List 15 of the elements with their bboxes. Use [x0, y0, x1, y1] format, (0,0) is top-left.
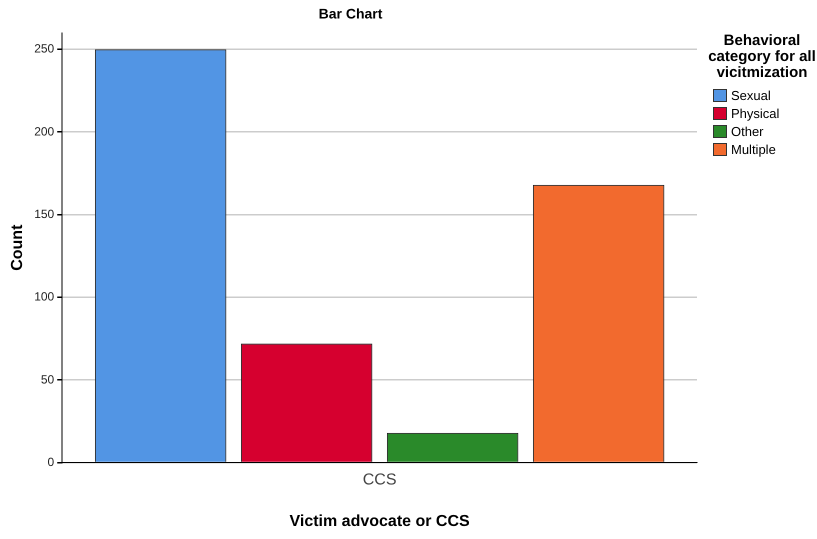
- y-tick-label: 50: [40, 372, 55, 386]
- legend-label: Other: [731, 124, 764, 140]
- legend-title: Behavioral category for all vicitmization: [707, 32, 817, 81]
- y-tick-label: 200: [34, 124, 55, 138]
- y-axis-title: Count: [9, 224, 26, 271]
- y-tick-label: 250: [34, 42, 55, 56]
- x-tick-label: CCS: [362, 472, 396, 489]
- legend-label: Multiple: [731, 142, 776, 158]
- chart-title: Bar Chart: [318, 5, 383, 22]
- legend-label: Physical: [731, 106, 780, 122]
- y-tick-label: 100: [34, 290, 55, 304]
- y-tick-label: 150: [34, 206, 55, 221]
- legend-label: Sexual: [731, 88, 771, 104]
- x-axis-title: Victim advocate or CCS: [290, 512, 470, 530]
- y-tick-label: 0: [48, 454, 55, 469]
